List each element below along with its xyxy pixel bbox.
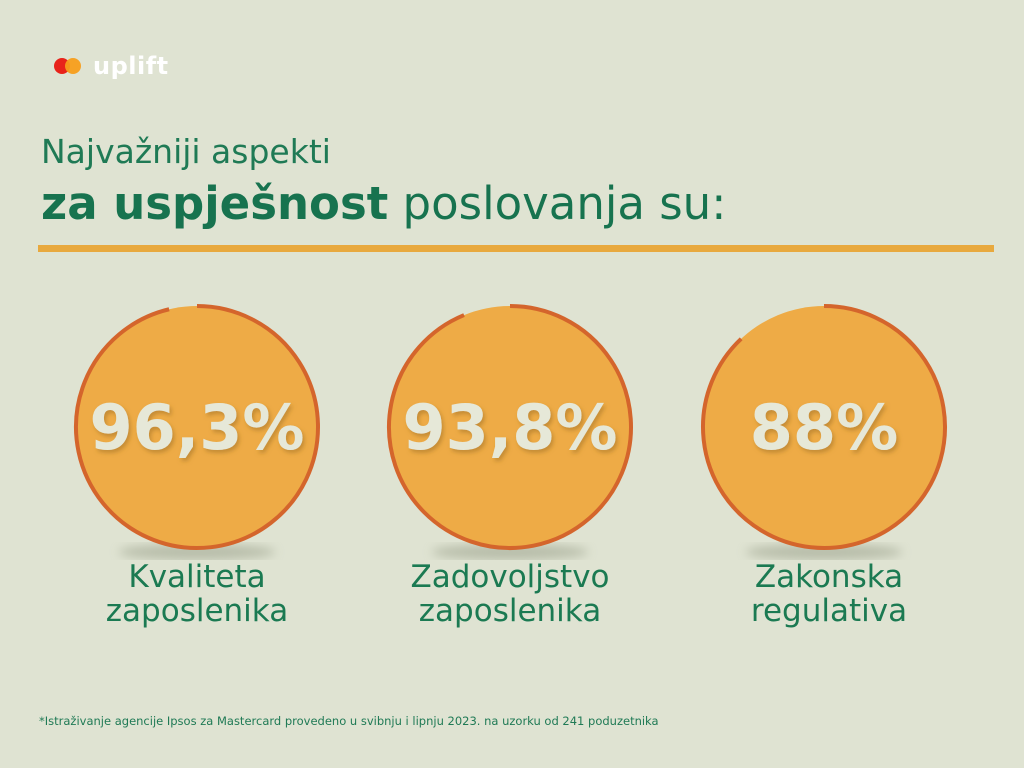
value-label-2: 93,8% (402, 391, 617, 464)
title-line-1: Najvažniji aspekti (41, 132, 331, 171)
circle-shadow (745, 544, 903, 560)
value-label-1: 96,3% (89, 391, 304, 464)
circle-1 (76, 306, 318, 548)
circle-shadow (118, 544, 276, 560)
label-1: Kvaliteta zaposlenika (105, 559, 289, 629)
label-2: Zadovoljstvo zaposlenika (410, 559, 610, 629)
title-bold: za uspješnost (41, 177, 389, 230)
progress-arc-2 (387, 304, 633, 550)
progress-arc-3 (701, 304, 947, 550)
title-line-2: za uspješnost poslovanja su: (41, 176, 726, 232)
circle-2 (389, 306, 631, 548)
title-rest: poslovanja su: (388, 177, 727, 230)
footnote: *Istraživanje agencije Ipsos za Masterca… (39, 714, 659, 728)
circle-shadow (431, 544, 589, 560)
circle-3 (703, 306, 945, 548)
title-divider (38, 245, 994, 252)
uplift-logo: uplift (53, 52, 169, 80)
logo-text: uplift (93, 52, 169, 80)
progress-circles-chart: 96,3% 93,8% 88% (74, 304, 947, 560)
label-3: Zakonska regulativa (750, 559, 908, 629)
value-label-3: 88% (750, 391, 898, 464)
mastercard-circles-icon (54, 58, 81, 74)
progress-arc-1 (74, 304, 320, 550)
